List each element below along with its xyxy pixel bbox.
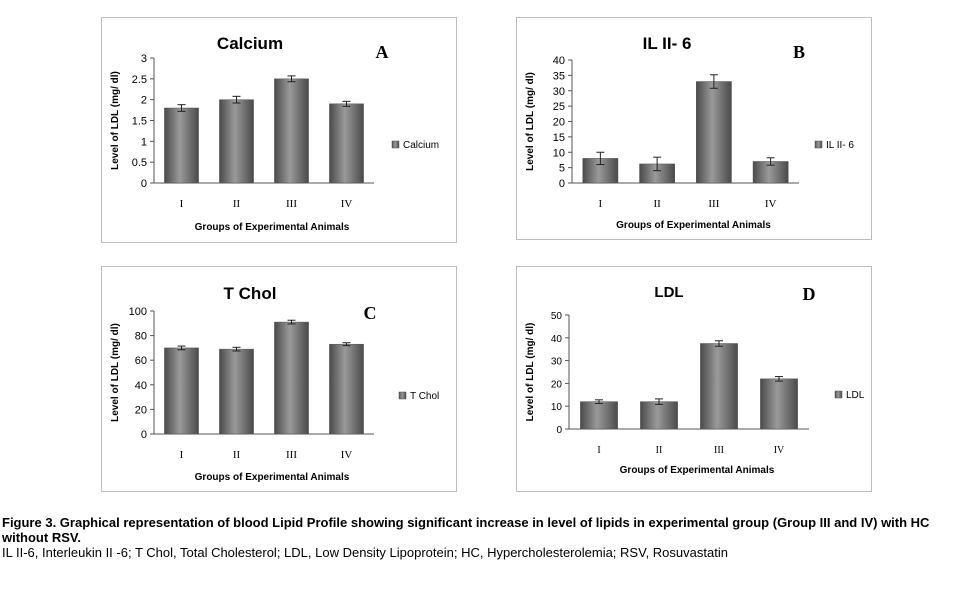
y-tick-label: 35 xyxy=(553,70,565,82)
y-tick-label: 60 xyxy=(135,355,147,367)
y-tick-label: 20 xyxy=(551,379,563,390)
y-tick-label: 2.5 xyxy=(132,74,147,86)
y-tick-label: 3 xyxy=(141,53,147,65)
chart-panel-b: IL II- 6 B 0 5 10 15 20 25 30 35 40 I II III IV Groups … xyxy=(516,17,872,240)
y-tick-label: 0 xyxy=(556,425,562,436)
panel-letter: B xyxy=(793,42,805,62)
y-tick-label: 30 xyxy=(551,357,563,368)
y-tick-label: 0 xyxy=(141,178,147,190)
bar-I xyxy=(164,347,199,435)
x-tick-label: I xyxy=(180,198,184,210)
y-tick-label: 20 xyxy=(553,117,565,129)
y-axis-label: Level of LDL (mg/ dl) xyxy=(525,72,536,171)
x-tick-label: IV xyxy=(774,445,785,456)
bar-III xyxy=(274,321,309,435)
x-tick-label: I xyxy=(599,198,603,210)
y-tick-label: 10 xyxy=(551,402,563,413)
bar-I xyxy=(164,107,199,184)
y-tick-label: 20 xyxy=(135,404,147,416)
bar-II xyxy=(640,401,678,430)
y-tick-label: 40 xyxy=(553,55,565,67)
x-axis-label: Groups of Experimental Animals xyxy=(620,465,775,476)
y-tick-label: 50 xyxy=(551,311,563,322)
legend-label: LDL xyxy=(846,390,865,401)
panel-letter: A xyxy=(376,42,389,62)
bar-III xyxy=(700,343,738,430)
y-tick-label: 5 xyxy=(559,163,565,175)
y-tick-label: 0.5 xyxy=(132,157,147,169)
legend-label: T Chol xyxy=(410,391,439,402)
bar-II xyxy=(219,99,254,184)
y-axis-label: Level of LDL (mg/ dl) xyxy=(110,71,121,170)
chart-panel-c: T Chol C 0 20 40 60 80 100 I II III IV Groups of Exp… xyxy=(101,266,457,492)
legend-label: IL II- 6 xyxy=(826,140,854,151)
x-tick-label: I xyxy=(597,445,600,456)
chart-panel-d: LDL D 0 10 20 30 40 50 I II III IV Groups of Experim… xyxy=(516,266,872,492)
caption-title: Figure 3. Graphical representation of bl… xyxy=(2,515,930,545)
x-axis-label: Groups of Experimental Animals xyxy=(616,220,771,231)
x-tick-label: II xyxy=(233,198,241,210)
bar-IV xyxy=(329,103,364,184)
chart-title: T Chol xyxy=(224,284,277,303)
chart-panel-a: Calcium A 0 0.5 1 1.5 2 2.5 3 I II III IV Groups of E… xyxy=(101,17,457,243)
y-tick-label: 30 xyxy=(553,86,565,98)
y-tick-label: 2 xyxy=(141,95,147,107)
y-axis-label: Level of LDL (mg/ dl) xyxy=(525,323,536,422)
y-tick-label: 0 xyxy=(141,429,147,441)
x-tick-label: III xyxy=(286,198,297,210)
y-tick-label: 80 xyxy=(135,331,147,343)
y-tick-label: 1 xyxy=(141,136,147,148)
legend-swatch xyxy=(814,140,823,149)
bar-III xyxy=(696,81,732,184)
bar-II xyxy=(219,348,254,435)
x-tick-label: IV xyxy=(765,198,777,210)
x-tick-label: I xyxy=(180,449,184,461)
panel-letter: C xyxy=(364,303,377,323)
chart-title: LDL xyxy=(654,284,683,301)
y-tick-label: 40 xyxy=(551,334,563,345)
x-tick-label: III xyxy=(286,449,297,461)
bar-IV xyxy=(760,378,798,430)
x-tick-label: III xyxy=(708,198,719,210)
x-tick-label: IV xyxy=(341,449,353,461)
x-axis-label: Groups of Experimental Animals xyxy=(195,222,350,233)
panel-letter: D xyxy=(803,284,816,304)
legend-swatch xyxy=(834,390,843,399)
y-axis-label: Level of LDL (mg/ dl) xyxy=(110,323,121,422)
chart-title: IL II- 6 xyxy=(643,34,692,53)
y-tick-label: 15 xyxy=(553,132,565,144)
legend-label: Calcium xyxy=(403,140,439,151)
y-tick-label: 100 xyxy=(129,306,147,318)
y-tick-label: 25 xyxy=(553,101,565,113)
x-tick-label: IV xyxy=(341,198,353,210)
y-tick-label: 1.5 xyxy=(132,116,147,128)
x-tick-label: II xyxy=(656,445,663,456)
y-tick-label: 10 xyxy=(553,147,565,159)
bar-IV xyxy=(329,343,364,435)
y-tick-label: 0 xyxy=(559,178,565,190)
legend-swatch xyxy=(398,391,407,400)
x-tick-label: II xyxy=(233,449,241,461)
x-tick-label: III xyxy=(714,445,724,456)
y-tick-label: 40 xyxy=(135,380,147,392)
chart-title: Calcium xyxy=(217,34,283,53)
caption-abbreviations: IL II-6, Interleukin II -6; T Chol, Tota… xyxy=(2,545,728,560)
legend-swatch xyxy=(391,140,400,149)
x-tick-label: II xyxy=(653,198,661,210)
bar-I xyxy=(580,401,618,430)
x-axis-label: Groups of Experimental Animals xyxy=(195,472,350,483)
bar-III xyxy=(274,78,309,184)
figure-caption: Figure 3. Graphical representation of bl… xyxy=(2,515,970,560)
